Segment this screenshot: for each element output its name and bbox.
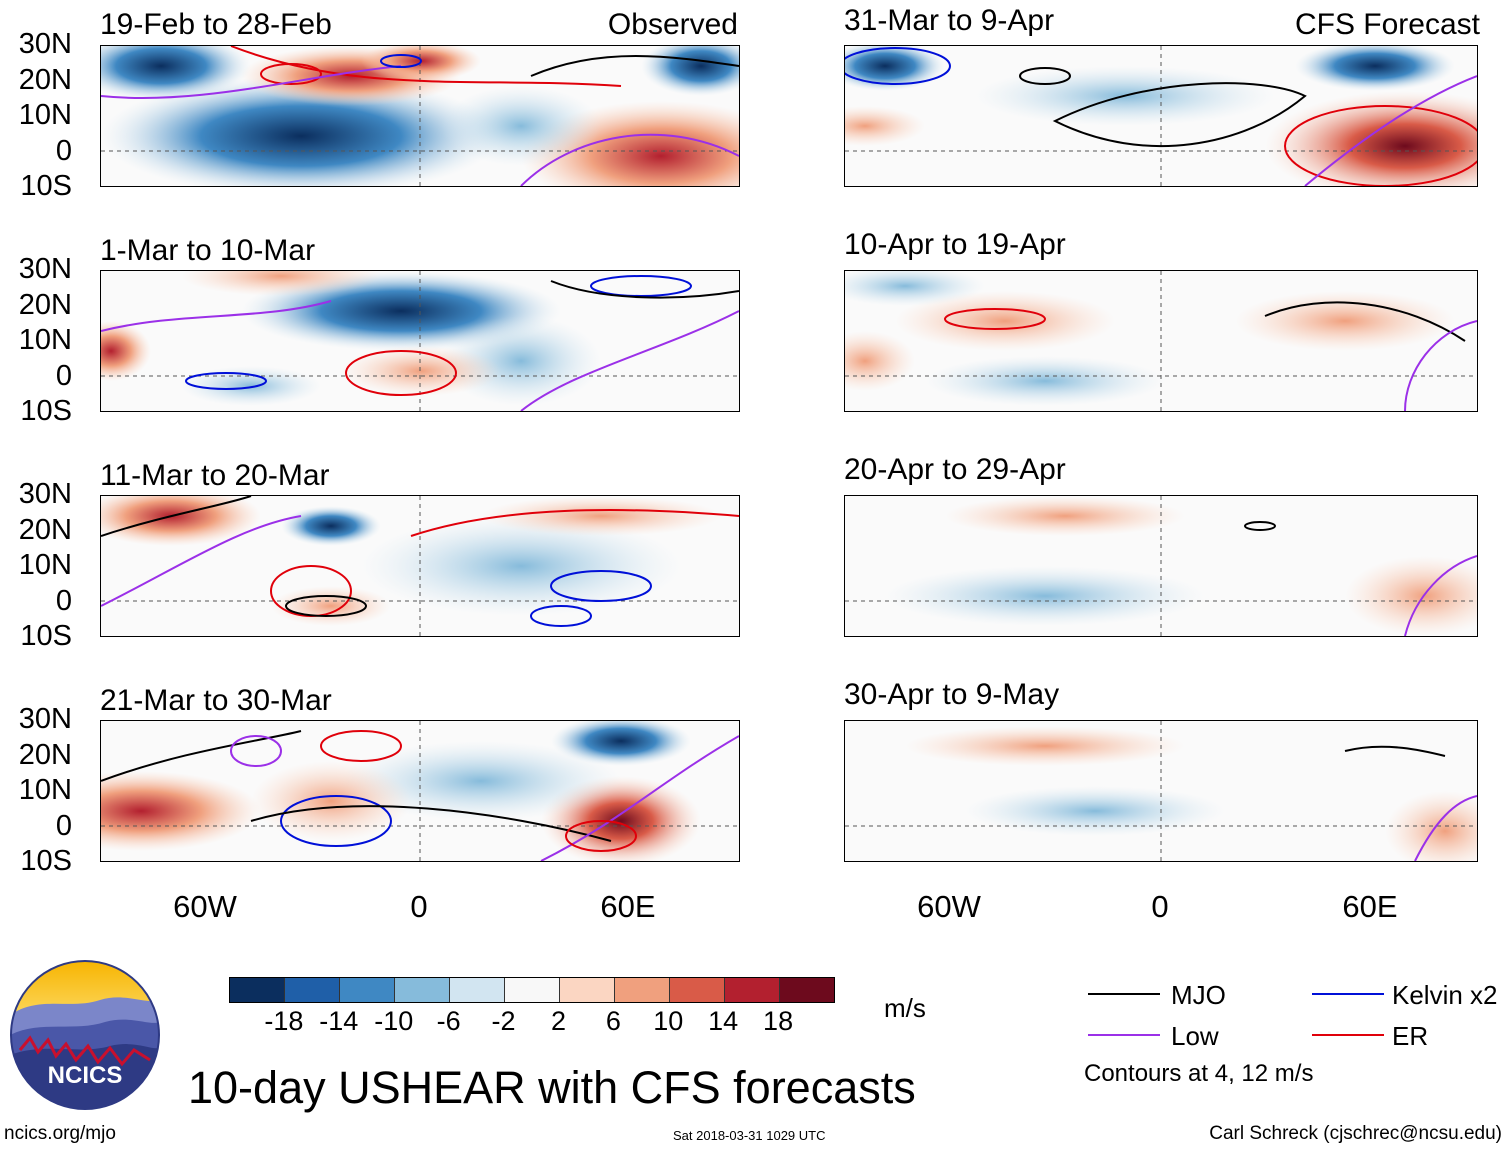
figure-title: 10-day USHEAR with CFS forecasts [188, 1062, 916, 1113]
lat-label: 0 [55, 585, 72, 617]
lat-label: 30N [18, 253, 72, 285]
map-panel-fc4 [844, 720, 1478, 862]
colorbar-units: m/s [884, 993, 926, 1023]
lat-label: 20N [18, 514, 72, 546]
footer-timestamp: Sat 2018-03-31 1029 UTC [673, 1128, 826, 1143]
lat-label: 30N [18, 703, 72, 735]
shear-field [845, 46, 1477, 186]
lat-label: 10S [20, 620, 72, 652]
shear-field [101, 496, 739, 636]
legend-line-mjo [1088, 993, 1160, 995]
legend-label-kelvin: Kelvin x2 [1392, 980, 1498, 1010]
lat-label: 20N [18, 64, 72, 96]
lat-label: 0 [55, 135, 72, 167]
lon-label: 60W [173, 889, 237, 924]
colorbar-tick-label: -10 [374, 1006, 414, 1036]
panel-title-obs4: 21-Mar to 30-Mar [100, 684, 332, 717]
legend-line-er [1312, 1034, 1384, 1036]
colorbar-tick-label: 10 [653, 1006, 684, 1036]
panel-title-fc4: 30-Apr to 9-May [844, 678, 1060, 711]
lat-label: 0 [55, 810, 72, 842]
lat-label: 10S [20, 845, 72, 877]
shear-field [101, 46, 739, 186]
ncics-logo: NCICS [10, 960, 160, 1110]
lon-label: 0 [1151, 889, 1169, 924]
lat-label: 10N [18, 774, 72, 806]
colorbar-swatch [339, 978, 394, 1002]
colorbar-swatch [504, 978, 559, 1002]
shear-field [845, 496, 1477, 636]
map-panel-obs2 [100, 270, 740, 412]
colorbar-tick-label: -6 [436, 1006, 461, 1036]
colorbar-tick-label: -2 [491, 1006, 516, 1036]
colorbar-swatch [559, 978, 614, 1002]
lat-label: 10N [18, 324, 72, 356]
lon-label: 60E [600, 889, 656, 924]
colorbar-swatch [449, 978, 504, 1002]
shear-field [845, 271, 1477, 411]
panel-title-fc2: 10-Apr to 19-Apr [844, 228, 1066, 261]
lat-label: 10S [20, 170, 72, 202]
lat-label: 10S [20, 395, 72, 427]
legend-label-er: ER [1392, 1021, 1429, 1051]
panel-title-fc1: 31-Mar to 9-Apr [844, 4, 1055, 37]
lon-label: 0 [410, 889, 428, 924]
colorbar-swatch [614, 978, 669, 1002]
colorbar-tick-label: 2 [550, 1006, 566, 1036]
shear-field [101, 721, 739, 861]
colorbar-swatch [669, 978, 724, 1002]
logo-text: NCICS [48, 1062, 123, 1089]
panel-title-obs1: 19-Feb to 28-Feb [100, 8, 332, 41]
legend-label-mjo: MJO [1171, 980, 1226, 1010]
colorbar-swatch [779, 978, 834, 1002]
lat-label: 0 [55, 360, 72, 392]
map-panel-obs3 [100, 495, 740, 637]
observed-label: Observed [607, 8, 738, 41]
colorbar-tick-label: -18 [264, 1006, 304, 1036]
legend-line-low [1088, 1034, 1160, 1036]
colorbar-swatch [394, 978, 449, 1002]
colorbar-swatch [724, 978, 779, 1002]
colorbar [229, 977, 835, 1003]
colorbar-tick-label: 18 [763, 1006, 794, 1036]
colorbar-swatch [230, 978, 284, 1002]
panel-title-fc3: 20-Apr to 29-Apr [844, 453, 1066, 486]
legend-label-low: Low [1171, 1021, 1219, 1051]
map-panel-obs1 [100, 45, 740, 187]
colorbar-tick-label: 6 [605, 1006, 621, 1036]
panel-title-obs2: 1-Mar to 10-Mar [100, 234, 316, 267]
lat-label: 30N [18, 478, 72, 510]
map-panel-fc3 [844, 495, 1478, 637]
lat-label: 30N [18, 28, 72, 60]
footer-url[interactable]: ncics.org/mjo [4, 1123, 116, 1144]
lat-label: 10N [18, 99, 72, 131]
colorbar-swatch [284, 978, 339, 1002]
map-panel-fc2 [844, 270, 1478, 412]
lat-label: 10N [18, 549, 72, 581]
panel-title-obs3: 11-Mar to 20-Mar [100, 459, 330, 492]
map-panel-fc1 [844, 45, 1478, 187]
shear-field [101, 271, 739, 411]
shear-field [845, 721, 1477, 861]
map-panel-obs4 [100, 720, 740, 862]
lat-label: 20N [18, 739, 72, 771]
contour-note: Contours at 4, 12 m/s [1084, 1060, 1314, 1087]
lat-label: 20N [18, 289, 72, 321]
cfs-forecast-label: CFS Forecast [1294, 8, 1480, 41]
colorbar-tick-label: 14 [708, 1006, 739, 1036]
lon-label: 60E [1342, 889, 1398, 924]
legend-line-kelvin [1312, 993, 1384, 995]
colorbar-tick-label: -14 [319, 1006, 359, 1036]
footer-credit: Carl Schreck (cjschrec@ncsu.edu) [1209, 1123, 1502, 1144]
lon-label: 60W [917, 889, 981, 924]
